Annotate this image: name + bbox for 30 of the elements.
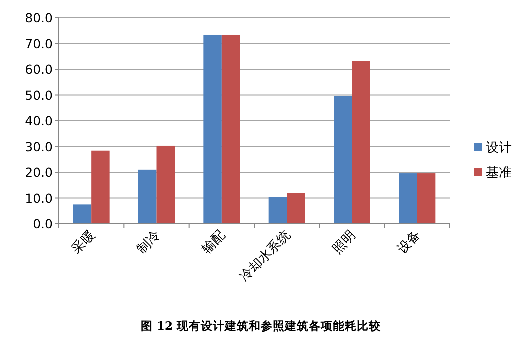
bar — [268, 197, 288, 224]
x-tick-label: 采暖 — [69, 228, 98, 258]
legend-label: 基准 — [486, 166, 512, 181]
y-tick-label: 10.0 — [25, 190, 54, 206]
bar — [287, 193, 306, 224]
y-tick-label: 30.0 — [25, 139, 54, 154]
y-tick-label: 0.0 — [33, 216, 54, 232]
bar — [156, 146, 175, 224]
bar — [352, 61, 370, 224]
bar — [399, 174, 418, 224]
bar — [73, 204, 92, 224]
y-tick-label: 50.0 — [25, 88, 54, 103]
bar — [334, 96, 352, 224]
bar — [222, 34, 240, 224]
bar — [138, 170, 157, 224]
x-tick-label: 照明 — [330, 228, 360, 258]
y-tick-label: 80.0 — [25, 10, 54, 26]
caption: 图 12 现有设计建筑和参照建筑各项能耗比较 — [140, 319, 382, 333]
x-tick-label: 输配 — [200, 228, 229, 258]
y-tick-label: 60.0 — [25, 62, 54, 77]
bar — [204, 34, 222, 224]
y-tick-label: 70.0 — [25, 36, 54, 52]
x-tick-label: 设备 — [395, 228, 424, 258]
y-tick-label: 20.0 — [25, 165, 54, 180]
x-tick-label: 制冷 — [134, 228, 164, 258]
y-tick-label: 40.0 — [25, 114, 54, 128]
bar — [92, 150, 110, 224]
bar — [417, 174, 436, 224]
legend-label: 设计 — [486, 141, 512, 156]
x-tick-label: 冷却水系统 — [237, 228, 294, 285]
